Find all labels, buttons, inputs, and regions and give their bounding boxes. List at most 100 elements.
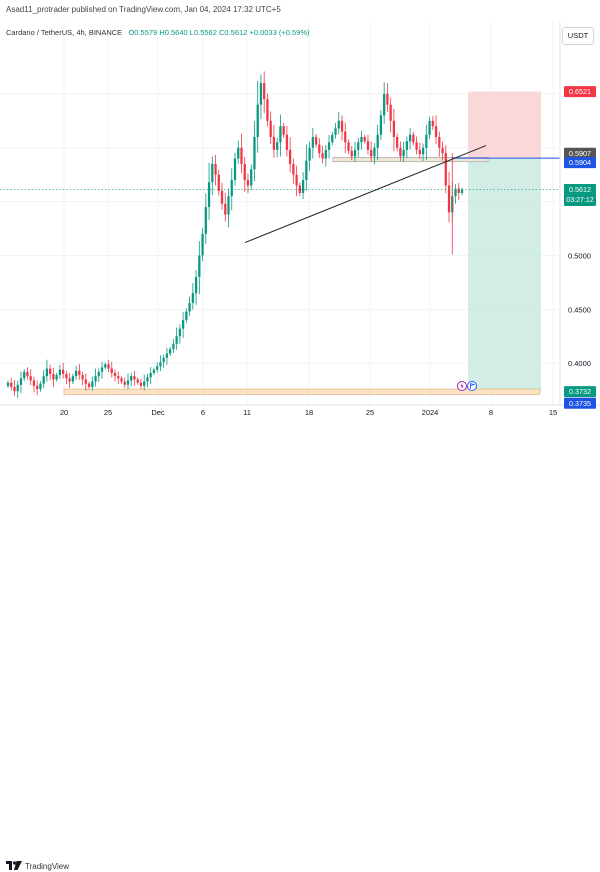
candles xyxy=(6,71,464,399)
candle-body xyxy=(19,378,23,385)
candle-body xyxy=(392,120,396,137)
x-tick-label: Dec xyxy=(151,408,165,417)
brand[interactable]: TradingView xyxy=(6,861,69,872)
candle-body xyxy=(340,120,344,132)
candle-body xyxy=(311,136,314,148)
candle-body xyxy=(123,381,126,385)
candle-body xyxy=(110,368,113,373)
price-chart[interactable]: 0.4000 0.4500 0.5000 20 25 Dec 6 11 18 25 2024 8 15… xyxy=(0,0,600,452)
open-value: O0.5579 xyxy=(128,28,158,37)
candle-body xyxy=(61,369,65,374)
price-label-bg xyxy=(564,147,596,159)
candle-body xyxy=(337,120,340,129)
candle-body xyxy=(45,368,49,377)
candle-body xyxy=(444,153,447,186)
candle-body xyxy=(438,136,441,148)
candle-body xyxy=(29,376,32,381)
flag-icon[interactable] xyxy=(467,381,477,391)
y-tick-label: 0.4000 xyxy=(568,359,591,368)
y-tick-label: 0.4500 xyxy=(568,305,591,314)
x-tick-label: 8 xyxy=(489,408,493,417)
price-label-text: 0.5904 xyxy=(569,158,591,167)
trendline[interactable] xyxy=(244,145,487,244)
candle-body xyxy=(207,182,211,207)
candle-body xyxy=(49,368,52,374)
candle-body xyxy=(396,136,399,148)
candle-body xyxy=(253,136,256,170)
candle-body xyxy=(434,126,438,137)
candle-body xyxy=(68,378,71,382)
candle-body xyxy=(23,371,26,379)
price-axis[interactable]: 0.4000 0.4500 0.5000 xyxy=(568,251,591,368)
publisher-line: Asad11_protrader published on TradingVie… xyxy=(6,5,281,14)
high-value: H0.5640 xyxy=(159,28,188,37)
candle-body xyxy=(32,380,36,386)
currency-button[interactable]: USDT xyxy=(562,27,594,45)
ohlc-legend: Cardano / TetherUS, 4h, BINANCE O0.5579 … xyxy=(6,28,310,37)
candle-body xyxy=(224,203,227,215)
candle-body xyxy=(10,382,13,387)
candle-body xyxy=(188,302,191,312)
candle-body xyxy=(175,336,178,344)
candle-body xyxy=(36,385,39,390)
price-label-text: 0.5907 xyxy=(569,149,591,158)
x-tick-label: 2024 xyxy=(422,408,439,417)
candle-body xyxy=(65,373,68,379)
candle-body xyxy=(26,371,29,377)
price-label-bg xyxy=(564,397,596,409)
candle-body xyxy=(389,104,392,121)
resistance-zone[interactable] xyxy=(332,157,489,163)
time-axis[interactable]: 20 25 Dec 6 11 18 25 2024 8 15 xyxy=(60,408,557,417)
candle-body xyxy=(324,149,327,159)
price-label-sub: 03:27:12 xyxy=(566,197,593,204)
candle-body xyxy=(139,382,143,386)
candle-body xyxy=(113,372,117,377)
lightning-icon[interactable] xyxy=(457,381,467,391)
candle-body xyxy=(405,141,409,150)
price-label-text: 0.3732 xyxy=(569,387,591,396)
candle-body xyxy=(172,343,175,350)
price-label-text: 0.6521 xyxy=(569,87,591,96)
candle-body xyxy=(237,147,240,159)
candle-body xyxy=(130,376,133,381)
tradingview-logo-icon xyxy=(6,861,22,872)
candle-body xyxy=(181,320,185,329)
candle-body xyxy=(204,206,207,234)
candle-body xyxy=(162,357,165,363)
candle-body xyxy=(357,142,360,150)
candle-body xyxy=(334,128,337,135)
candle-body xyxy=(84,379,87,384)
support-zone[interactable] xyxy=(63,388,541,395)
candle-body xyxy=(295,174,298,186)
candle-body xyxy=(412,134,415,143)
candle-body xyxy=(117,376,120,379)
candle-body xyxy=(298,185,301,193)
candle-body xyxy=(327,142,331,150)
candle-body xyxy=(149,372,152,378)
chart-header: Asad11_protrader published on TradingVie… xyxy=(0,0,600,22)
candle-body xyxy=(282,126,285,135)
x-tick-label: 6 xyxy=(201,408,205,417)
candle-body xyxy=(386,93,389,105)
x-tick-label: 20 xyxy=(60,408,68,417)
candle-body xyxy=(383,93,386,116)
symbol-title[interactable]: Cardano / TetherUS, 4h, BINANCE xyxy=(6,28,123,37)
candle-body xyxy=(42,376,45,384)
stop-loss-zone[interactable] xyxy=(468,91,541,159)
take-profit-zone[interactable] xyxy=(468,158,541,393)
candle-body xyxy=(246,180,250,186)
brand-name: TradingView xyxy=(25,862,70,871)
candle-body xyxy=(220,190,224,204)
candle-body xyxy=(91,381,94,387)
candle-body xyxy=(58,369,62,376)
x-tick-label: 25 xyxy=(366,408,374,417)
candle-body xyxy=(402,149,405,157)
x-tick-label: 15 xyxy=(549,408,557,417)
candle-body xyxy=(71,376,74,382)
candle-body xyxy=(399,147,402,157)
candle-body xyxy=(97,371,100,377)
candle-body xyxy=(217,174,220,191)
candle-body xyxy=(16,384,19,392)
candle-body xyxy=(52,373,55,380)
candle-body xyxy=(415,142,418,150)
